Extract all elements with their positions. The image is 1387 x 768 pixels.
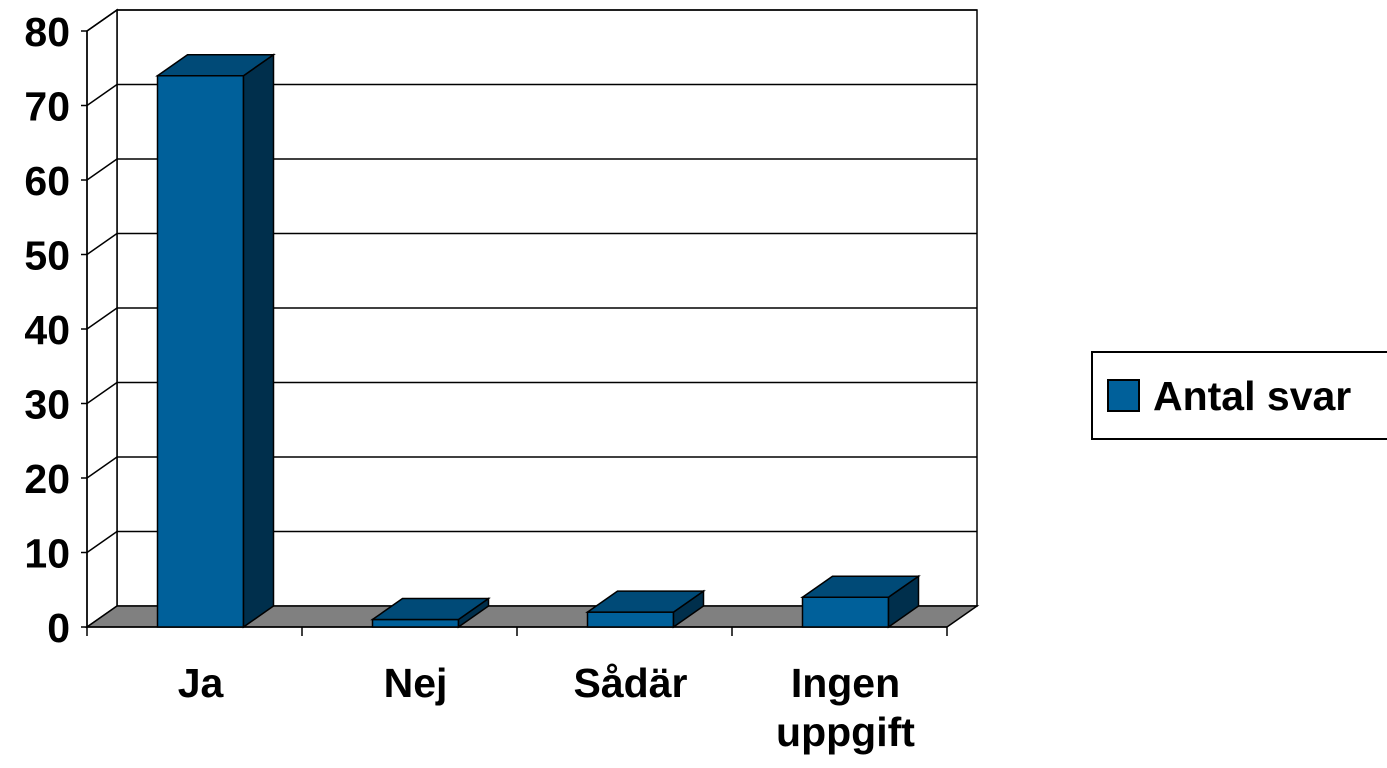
x-category-label-line: Ja xyxy=(178,660,225,706)
legend-swatch xyxy=(1107,379,1140,412)
y-tick-label: 10 xyxy=(24,531,70,577)
y-tick-label: 70 xyxy=(24,84,70,130)
bar-top-face xyxy=(370,597,491,621)
y-tick-label: 30 xyxy=(24,382,70,428)
y-tick-label: 50 xyxy=(24,233,70,279)
bar-front-face xyxy=(371,618,460,628)
legend-box xyxy=(1091,351,1387,440)
bar-side-face xyxy=(242,53,275,629)
bar-series xyxy=(155,53,921,629)
bar xyxy=(585,589,706,629)
y-axis-tick-labels: 0 10 20 30 40 50 60 70 80 xyxy=(24,9,70,651)
gridlines xyxy=(86,9,977,554)
bar xyxy=(155,53,276,629)
gridline xyxy=(86,9,977,32)
x-axis-tick-labels: Ja Nej Sådär Ingen uppgift xyxy=(178,660,916,755)
y-tick-label: 60 xyxy=(24,158,70,204)
bar-top-face xyxy=(585,590,706,613)
x-category-label: Ja xyxy=(178,660,225,706)
bar-front-face xyxy=(586,611,675,628)
bar xyxy=(370,597,491,629)
bar-top-face xyxy=(800,575,921,598)
y-tick-label: 0 xyxy=(47,605,70,651)
y-tick-label: 80 xyxy=(24,9,70,55)
bar-front-face xyxy=(801,596,890,628)
gridline xyxy=(86,232,977,256)
x-category-label-line: Sådär xyxy=(574,660,688,706)
x-category-label-line: Nej xyxy=(384,660,448,706)
gridline xyxy=(86,158,977,181)
gridline xyxy=(86,381,977,405)
legend: Antal svar xyxy=(1091,351,1387,440)
legend-label: Antal svar xyxy=(1153,373,1351,419)
x-category-label: Sådär xyxy=(574,660,688,706)
x-category-label-line: Ingen xyxy=(791,660,900,706)
bar-front-face xyxy=(156,74,245,628)
gridline xyxy=(86,83,977,107)
gridline xyxy=(86,530,977,554)
x-category-label: Ingen uppgift xyxy=(776,660,915,755)
x-category-label: Nej xyxy=(384,660,448,706)
gridline xyxy=(86,456,977,479)
gridline xyxy=(86,307,977,330)
y-tick-label: 20 xyxy=(24,456,70,502)
x-category-label-line: uppgift xyxy=(776,709,915,755)
bar-top-face xyxy=(155,53,276,77)
y-tick-label: 40 xyxy=(24,307,70,353)
bar xyxy=(800,574,921,629)
